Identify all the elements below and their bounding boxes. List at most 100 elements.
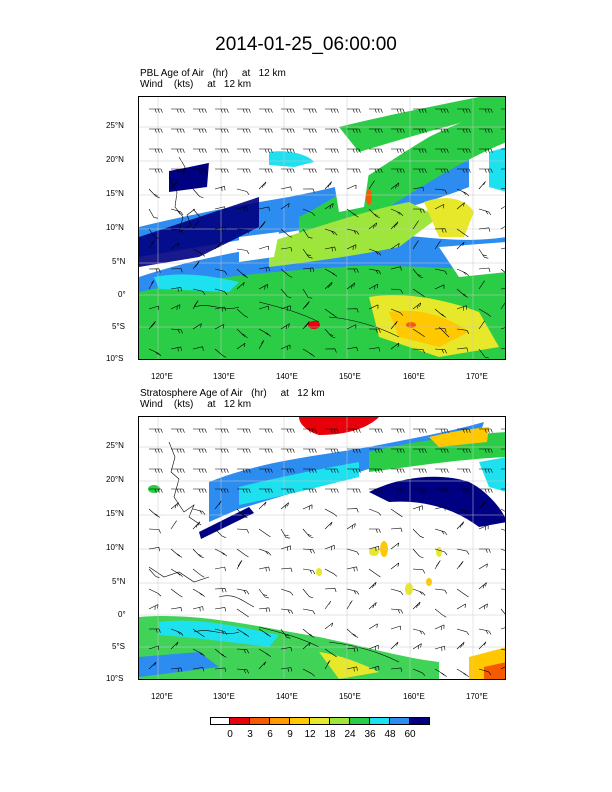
wind-barb bbox=[192, 521, 201, 530]
wind-barb bbox=[368, 347, 381, 352]
wind-barb bbox=[412, 220, 419, 230]
wind-barb bbox=[214, 667, 227, 672]
wind-barb bbox=[500, 327, 505, 330]
wind-barb bbox=[368, 248, 382, 256]
wind-barb bbox=[412, 302, 422, 310]
wind-barb bbox=[237, 468, 251, 473]
wind-barb bbox=[390, 641, 399, 650]
wind-barb bbox=[192, 548, 204, 558]
wind-barb bbox=[478, 267, 491, 272]
wind-barb bbox=[170, 346, 182, 352]
colorbar-label: 18 bbox=[324, 729, 336, 740]
pbl-age-map bbox=[138, 96, 506, 360]
wind-barb bbox=[237, 488, 251, 493]
panel1-title-line1: PBL Age of Air (hr) at 12 km bbox=[140, 68, 286, 79]
colorbar-swatch bbox=[230, 717, 250, 725]
wind-barb bbox=[390, 608, 404, 614]
wind-barb bbox=[412, 588, 426, 596]
wind-barb bbox=[434, 308, 447, 318]
stratosphere-age-map bbox=[138, 416, 506, 680]
wind-barb bbox=[302, 608, 316, 615]
wind-barb bbox=[215, 468, 229, 473]
wind-barb bbox=[215, 108, 229, 113]
wind-barb bbox=[412, 628, 426, 635]
wind-barb bbox=[303, 448, 317, 453]
wind-barb bbox=[391, 168, 405, 173]
wind-barb bbox=[237, 128, 251, 133]
wind-barb bbox=[237, 168, 251, 173]
wind-barb bbox=[434, 624, 445, 631]
wind-barb bbox=[258, 548, 272, 556]
wind-barb bbox=[237, 428, 251, 433]
wind-barb bbox=[368, 644, 379, 651]
colorbar-label: 12 bbox=[304, 729, 316, 740]
wind-barb bbox=[478, 280, 485, 290]
wind-barb bbox=[500, 288, 505, 290]
wind-barb bbox=[457, 148, 471, 153]
wind-barb bbox=[390, 667, 403, 672]
wind-barb bbox=[456, 288, 469, 298]
wind-barb bbox=[434, 608, 447, 618]
pbl-field-cyan bbox=[154, 147, 505, 292]
wind-barb bbox=[302, 301, 310, 310]
wind-barb bbox=[258, 181, 267, 190]
wind-barb bbox=[280, 344, 291, 351]
wind-barb bbox=[434, 560, 441, 570]
wind-barb bbox=[302, 628, 315, 638]
wind-barb bbox=[280, 628, 291, 639]
wind-barb bbox=[148, 280, 155, 290]
colorbar-swatch bbox=[290, 717, 310, 725]
wind-barb bbox=[192, 667, 204, 672]
pbl-wind-barbs bbox=[148, 108, 505, 359]
wind-barb bbox=[192, 248, 206, 257]
wind-barb bbox=[500, 268, 505, 273]
wind-barb bbox=[302, 228, 313, 239]
wind-barb bbox=[302, 548, 315, 554]
wind-barb bbox=[192, 346, 204, 351]
lon-label-160e: 160°E bbox=[403, 692, 425, 701]
wind-barb bbox=[280, 323, 290, 330]
pbl-gridlines bbox=[139, 97, 505, 359]
wind-barb bbox=[302, 504, 313, 511]
wind-barb bbox=[171, 128, 185, 133]
wind-barb bbox=[148, 348, 162, 357]
wind-barb bbox=[435, 448, 449, 453]
wind-barb bbox=[500, 226, 505, 230]
wind-barb bbox=[391, 488, 405, 493]
strat-field-south bbox=[139, 485, 505, 679]
wind-barb bbox=[281, 108, 295, 113]
wind-barb bbox=[281, 488, 295, 493]
wind-barb bbox=[237, 448, 251, 453]
colorbar-swatch bbox=[330, 717, 350, 725]
wind-barb bbox=[500, 528, 505, 531]
wind-barb bbox=[148, 305, 159, 311]
wind-barb bbox=[479, 548, 491, 553]
wind-barb bbox=[500, 588, 505, 590]
wind-barb bbox=[456, 588, 469, 598]
wind-barb bbox=[324, 203, 334, 210]
wind-barb bbox=[259, 428, 273, 433]
wind-barb bbox=[236, 248, 250, 255]
wind-barb bbox=[302, 348, 315, 357]
wind-barb bbox=[259, 108, 273, 113]
wind-barb bbox=[434, 268, 448, 275]
wind-barb bbox=[390, 527, 403, 532]
wind-barb bbox=[259, 468, 273, 473]
wind-barb bbox=[325, 428, 339, 433]
wind-barb bbox=[346, 666, 358, 672]
wind-barb bbox=[214, 588, 227, 593]
wind-barb bbox=[171, 468, 185, 473]
wind-barb bbox=[368, 602, 377, 610]
wind-barb bbox=[192, 300, 199, 310]
wind-barb bbox=[412, 548, 424, 559]
wind-barb bbox=[193, 468, 207, 473]
wind-barb bbox=[346, 548, 360, 556]
wind-barb bbox=[303, 128, 317, 133]
wind-barb bbox=[258, 588, 269, 599]
wind-barb bbox=[478, 563, 488, 570]
wind-barb bbox=[368, 508, 382, 516]
wind-barb bbox=[259, 448, 273, 453]
wind-barb bbox=[170, 328, 183, 334]
wind-barb bbox=[171, 488, 185, 493]
wind-barb bbox=[280, 268, 293, 278]
